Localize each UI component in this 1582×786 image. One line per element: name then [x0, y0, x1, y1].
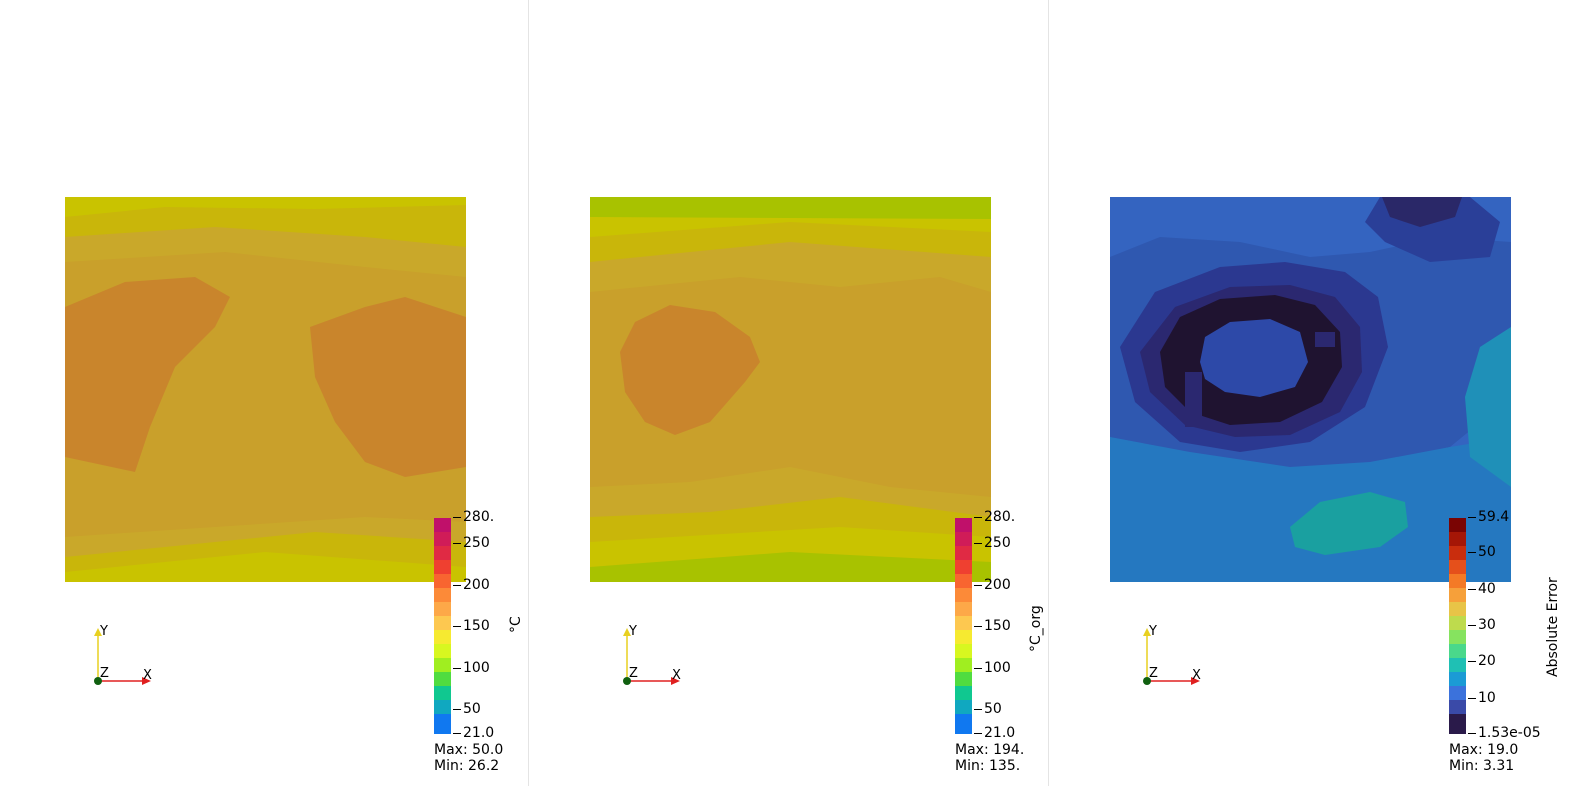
legend-tick-min: 1.53e-05 [1468, 725, 1541, 741]
legend-tick: 200 [974, 577, 1011, 593]
legend-tick: 150 [453, 618, 490, 634]
range-max-label: Max: 194. [955, 742, 1025, 758]
axis-label-x: X [143, 668, 152, 683]
legend-tick-max: 59.4 [1467, 509, 1510, 525]
temperature-field-plot[interactable] [65, 197, 466, 582]
legend-tick: 50 [453, 701, 481, 717]
legend-tick: 200 [453, 577, 490, 593]
legend-title: Absolute Error [1545, 577, 1561, 677]
legend-tick: 100 [974, 660, 1011, 676]
legend-tick: 100 [453, 660, 490, 676]
range-max-label: Max: 50.0 [434, 742, 504, 758]
view-divider[interactable] [528, 0, 529, 786]
color-legend-bar [434, 518, 451, 734]
axis-label-x: X [672, 668, 681, 683]
orientation-axes: Y Z X [90, 622, 160, 688]
legend-tick-max: 280. [973, 509, 1016, 525]
legend-tick: 150 [974, 618, 1011, 634]
axis-label-z: Z [1149, 666, 1158, 681]
legend-tick-min: 21.0 [452, 725, 495, 741]
legend-tick: 50 [974, 701, 1002, 717]
legend-tick: 30 [1468, 617, 1496, 633]
original-temperature-field-plot[interactable] [590, 197, 991, 582]
orientation-axes: Y Z X [619, 622, 689, 688]
axis-label-y: Y [629, 624, 637, 639]
view-divider[interactable] [1048, 0, 1049, 786]
range-max-label: Max: 19.0 [1449, 742, 1519, 758]
axis-label-z: Z [100, 666, 109, 681]
axis-label-z: Z [629, 666, 638, 681]
legend-tick: 40 [1468, 581, 1496, 597]
axis-label-x: X [1192, 668, 1201, 683]
legend-tick: 10 [1468, 690, 1496, 706]
render-view-2[interactable]: 280. 250 200 150 100 50 21.0 °C_org Max:… [0, 0, 1048, 786]
range-min-label: Min: 26.2 [434, 758, 500, 774]
render-view-1[interactable]: 280. 250 200 150 100 50 21.0 °C Max: 50.… [0, 0, 528, 786]
legend-tick-min: 21.0 [973, 725, 1016, 741]
range-min-label: Min: 3.31 [1449, 758, 1515, 774]
legend-tick: 50 [1468, 544, 1496, 560]
color-legend-bar [955, 518, 972, 734]
absolute-error-field-plot[interactable] [1110, 197, 1511, 582]
legend-tick: 20 [1468, 653, 1496, 669]
legend-tick: 250 [974, 535, 1011, 551]
legend-tick: 250 [453, 535, 490, 551]
color-legend-bar [1449, 518, 1466, 734]
legend-tick-max: 280. [452, 509, 495, 525]
orientation-axes: Y Z X [1139, 622, 1209, 688]
axis-label-y: Y [100, 624, 108, 639]
range-min-label: Min: 135. [955, 758, 1021, 774]
axis-label-y: Y [1149, 624, 1157, 639]
